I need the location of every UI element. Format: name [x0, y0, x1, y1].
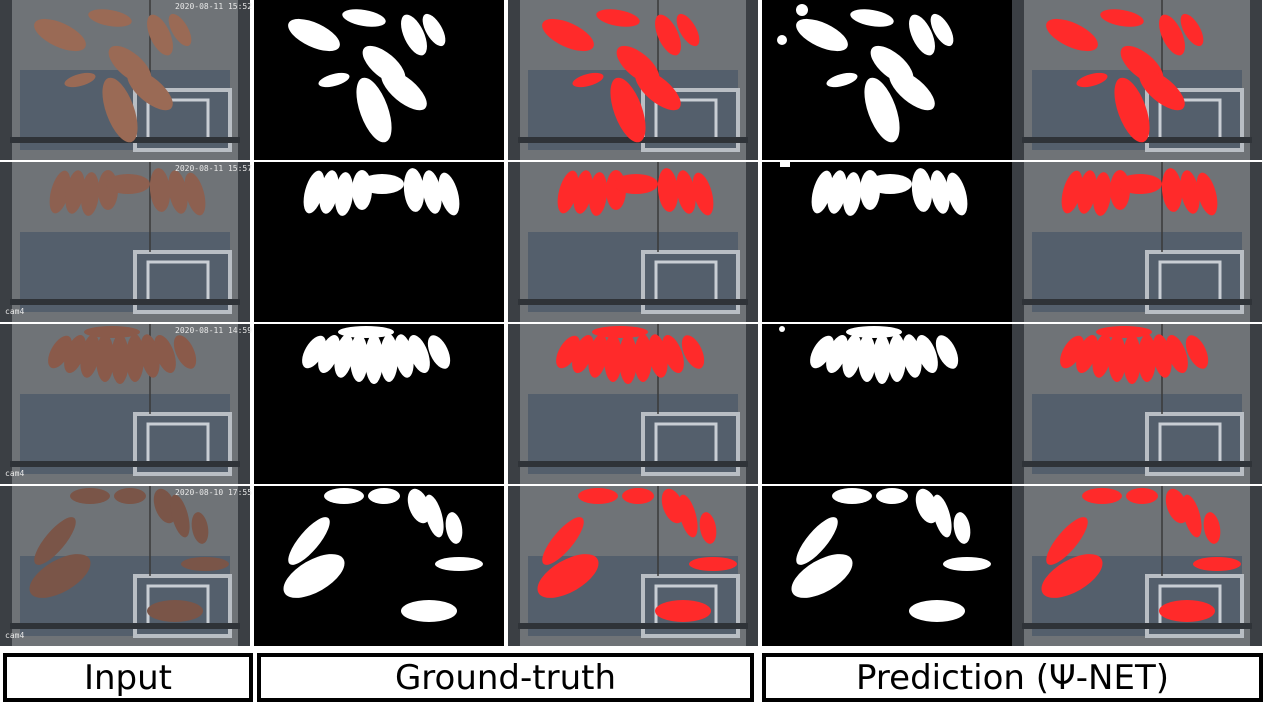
row-2-ground-truth-overlay	[508, 162, 758, 322]
row-4-cam-label: cam4	[5, 631, 24, 640]
ground-truth-label: Ground-truth	[257, 653, 754, 702]
row-3-cam-label: cam4	[5, 469, 24, 478]
row-3-prediction-overlay	[1012, 324, 1262, 484]
row-3-timestamp: 2020-08-11 14:59:59	[175, 326, 267, 335]
row-3-input-image: 2020-08-11 14:59:59 cam4	[0, 324, 267, 484]
results-grid: 2020-08-11 15:52:20 2020-08-11 15:57:31 …	[0, 0, 1266, 650]
row-4-timestamp: 2020-08-10 17:55:15	[175, 488, 267, 497]
results-figure: 2020-08-11 15:52:20 2020-08-11 15:57:31 …	[0, 0, 1266, 650]
row-1-ground-truth-overlay	[508, 0, 758, 160]
row-1-ground-truth-mask	[254, 0, 504, 160]
row-2-prediction-mask	[762, 162, 1012, 322]
row-4-ground-truth-mask	[254, 485, 504, 646]
row-3-prediction-mask	[762, 324, 1012, 484]
row-1-prediction-overlay	[1012, 0, 1262, 160]
row-4-ground-truth-overlay	[508, 486, 758, 646]
row-1-prediction-mask	[762, 0, 1012, 160]
row-4-input-image: 2020-08-10 17:55:15 cam4	[0, 486, 267, 646]
row-1-input-image: 2020-08-11 15:52:20	[0, 0, 267, 160]
row-1-timestamp: 2020-08-11 15:52:20	[175, 2, 267, 11]
row-2-prediction-overlay	[1012, 162, 1262, 322]
row-2-ground-truth-mask	[254, 162, 504, 322]
input-label: Input	[3, 653, 253, 702]
row-4-prediction-mask	[762, 485, 1012, 646]
row-4-prediction-overlay	[1012, 486, 1262, 646]
prediction-label: Prediction (Ψ-NET)	[762, 653, 1263, 702]
column-labels: Input Ground-truth Prediction (Ψ-NET)	[0, 650, 1266, 711]
row-2-input-image: 2020-08-11 15:57:31 cam4	[0, 162, 267, 322]
row-3-ground-truth-mask	[254, 324, 504, 484]
row-2-cam-label: cam4	[5, 307, 24, 316]
row-2-timestamp: 2020-08-11 15:57:31	[175, 164, 267, 173]
row-3-ground-truth-overlay	[508, 324, 758, 484]
